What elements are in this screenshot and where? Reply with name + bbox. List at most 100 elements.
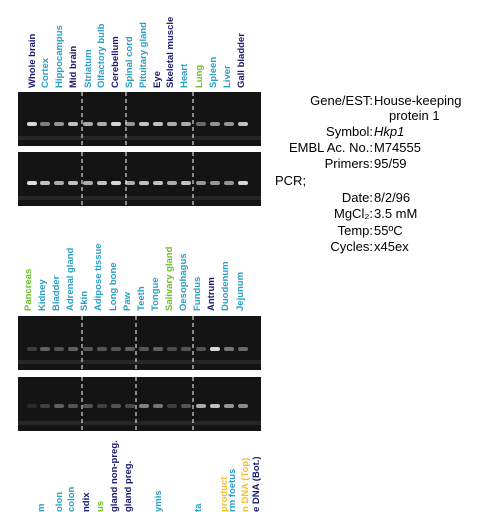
gene-value: protein 1 bbox=[389, 108, 440, 123]
gel-band bbox=[210, 347, 220, 351]
lane-label: Hippocampus bbox=[54, 25, 65, 88]
symbol-label: Symbol: bbox=[326, 124, 373, 139]
lane-label: Tongue bbox=[150, 277, 161, 311]
symbol-value: Hkp1 bbox=[374, 124, 404, 139]
lane-label: Olfactory bulb bbox=[96, 23, 107, 88]
lane-label: Jejunum bbox=[235, 272, 246, 311]
lane-label: Bladder bbox=[51, 275, 62, 311]
gel-band bbox=[68, 404, 78, 408]
gel-band bbox=[27, 404, 37, 408]
gel-band bbox=[40, 181, 50, 185]
gel-band bbox=[68, 122, 78, 126]
gel-band bbox=[224, 347, 234, 351]
mgcl-value: 3.5 mM bbox=[374, 206, 417, 221]
gel-band bbox=[97, 404, 107, 408]
gel-band bbox=[167, 122, 177, 126]
temp-label: Temp: bbox=[338, 223, 373, 238]
lane-label: gland non-preg. bbox=[109, 440, 120, 512]
gel-band bbox=[210, 404, 220, 408]
gel-band bbox=[83, 347, 93, 351]
gel-band bbox=[40, 404, 50, 408]
info-block: Gene/EST: House-keeping protein 1 Symbol… bbox=[275, 93, 461, 254]
lane-label: Oesophagus bbox=[178, 253, 189, 311]
gene-label: Gene/EST: bbox=[310, 93, 373, 108]
lane-label: m bbox=[36, 504, 47, 512]
gel-band bbox=[83, 404, 93, 408]
lane-label: Mid brain bbox=[68, 46, 79, 88]
date-label: Date: bbox=[342, 190, 373, 205]
cycles-value: x45ex bbox=[374, 239, 409, 254]
gel-band bbox=[196, 122, 206, 126]
lane-label: n DNA (Top) bbox=[240, 458, 251, 512]
gel-band bbox=[153, 404, 163, 408]
gel-band bbox=[139, 347, 149, 351]
gel-band bbox=[54, 347, 64, 351]
gel-band bbox=[224, 181, 234, 185]
gel-band bbox=[139, 181, 149, 185]
lane-label: olon bbox=[54, 492, 65, 512]
gel-band bbox=[238, 181, 248, 185]
gel-band bbox=[125, 122, 135, 126]
gel-band bbox=[181, 181, 191, 185]
gel-band bbox=[97, 122, 107, 126]
gel-band bbox=[111, 404, 121, 408]
lane-label: Skin bbox=[79, 291, 90, 311]
gel-band bbox=[125, 404, 135, 408]
lane-label: ymis bbox=[153, 490, 164, 512]
gel-well bbox=[18, 421, 261, 425]
gel-band bbox=[167, 347, 177, 351]
gel-band bbox=[68, 181, 78, 185]
lane-label: rm foetus bbox=[227, 469, 238, 512]
temp-value: 55ºC bbox=[374, 223, 403, 238]
lane-label: ndix bbox=[81, 492, 92, 512]
pcr-label: PCR; bbox=[275, 173, 306, 188]
lane-label: Gall bladder bbox=[236, 33, 247, 88]
gel-band bbox=[40, 347, 50, 351]
gel-band bbox=[83, 122, 93, 126]
lane-label: product bbox=[219, 476, 230, 512]
gel-band bbox=[97, 181, 107, 185]
gel-band bbox=[224, 404, 234, 408]
lane-label: e DNA (Bot.) bbox=[251, 456, 262, 512]
gel-band bbox=[153, 122, 163, 126]
lane-label: Cortex bbox=[40, 57, 51, 88]
lane-label: Pancreas bbox=[23, 269, 34, 311]
gel-well bbox=[18, 196, 261, 200]
gel-band bbox=[111, 122, 121, 126]
gel-band bbox=[111, 347, 121, 351]
embl-label: EMBL Ac. No.: bbox=[289, 140, 373, 155]
primers-value: 95/59 bbox=[374, 156, 407, 171]
lane-label: Whole brain bbox=[27, 33, 38, 88]
gel-band bbox=[125, 347, 135, 351]
lane-label: ta bbox=[193, 503, 204, 512]
gel-band bbox=[238, 347, 248, 351]
lane-label: Duodenum bbox=[220, 261, 231, 311]
cycles-label: Cycles: bbox=[330, 239, 373, 254]
gel-band bbox=[40, 122, 50, 126]
lane-label: us bbox=[95, 501, 106, 512]
gel-band bbox=[27, 347, 37, 351]
lane-label: Kidney bbox=[37, 279, 48, 311]
lane-label: Lung bbox=[194, 65, 205, 88]
lane-label: Skeletal muscle bbox=[165, 17, 176, 88]
gel-band bbox=[181, 404, 191, 408]
gel-well bbox=[18, 360, 261, 364]
gel-band bbox=[27, 122, 37, 126]
gel-band bbox=[238, 404, 248, 408]
gel-band bbox=[196, 404, 206, 408]
lane-label: Teeth bbox=[136, 286, 147, 311]
primers-label: Primers: bbox=[325, 156, 373, 171]
gel-band bbox=[54, 181, 64, 185]
gel-band bbox=[139, 404, 149, 408]
gel-band bbox=[97, 347, 107, 351]
lane-label: Pituitary gland bbox=[138, 22, 149, 88]
lane-label: Striatum bbox=[83, 49, 94, 88]
lane-label: Fundus bbox=[192, 277, 203, 311]
gel-band bbox=[68, 347, 78, 351]
lane-label: Paw bbox=[122, 291, 133, 311]
lane-label: Heart bbox=[179, 63, 190, 88]
lane-label: gland preg. bbox=[123, 461, 134, 512]
date-value: 8/2/96 bbox=[374, 190, 410, 205]
lane-label: Eye bbox=[152, 71, 163, 88]
